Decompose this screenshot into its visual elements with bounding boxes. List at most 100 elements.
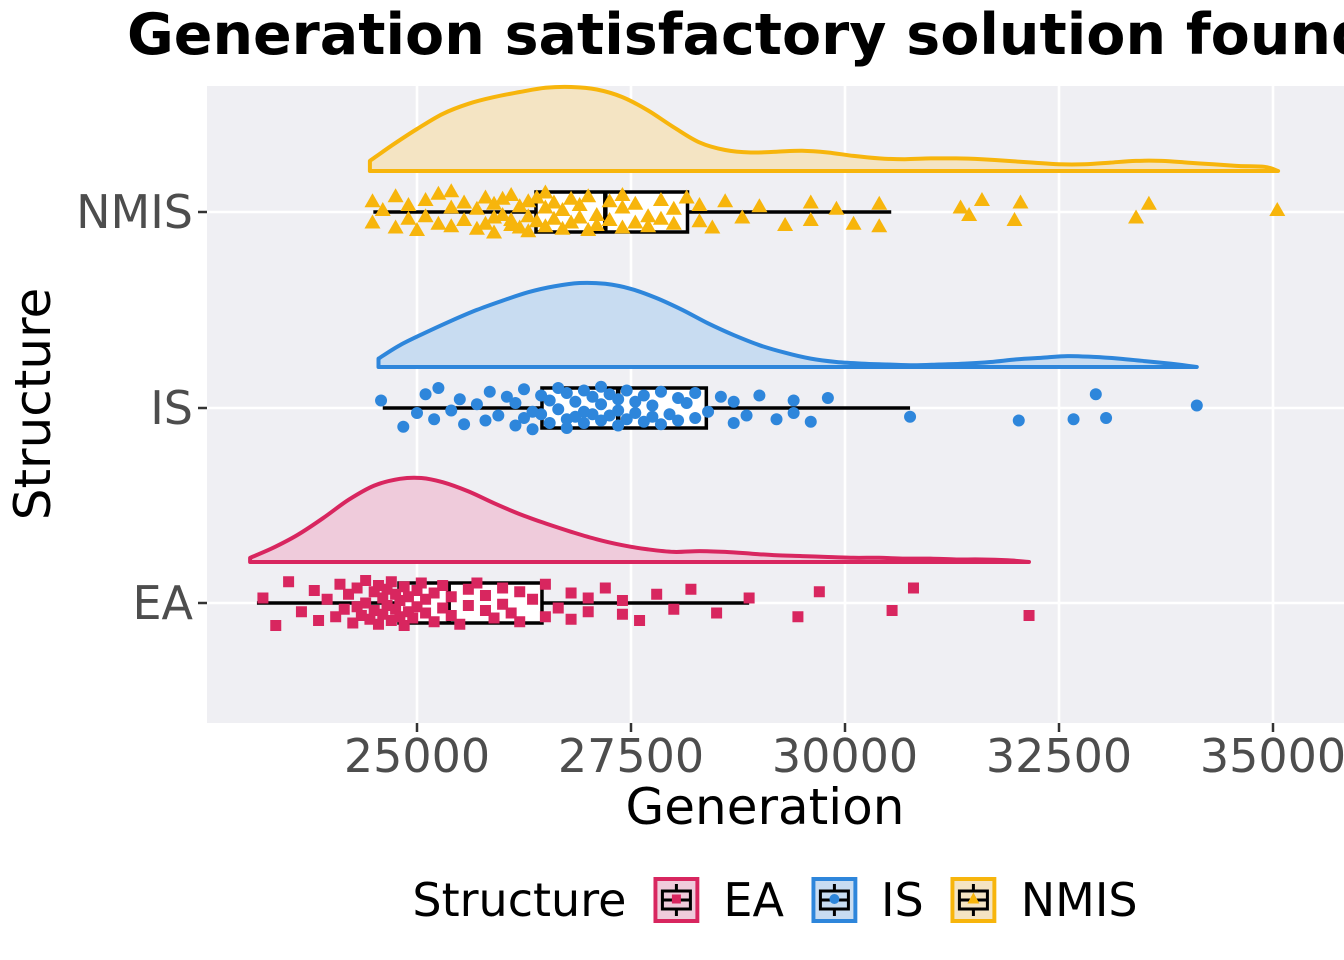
point-circle (612, 393, 625, 406)
point-circle (727, 395, 740, 408)
legend-item-EA: EA (653, 873, 784, 927)
x-tick-label-25000: 25000 (343, 729, 491, 783)
point-circle (552, 403, 565, 416)
point-square (634, 615, 646, 626)
x-tick-label-35000: 35000 (1199, 729, 1344, 783)
point-circle (740, 409, 753, 422)
point-square (411, 585, 423, 596)
point-circle (543, 394, 556, 407)
point-square (381, 583, 393, 595)
point-triangle (973, 192, 990, 206)
legend-key-NMIS-boxplot-icon (950, 877, 997, 923)
point-circle (470, 398, 483, 411)
point-square (565, 587, 577, 599)
point-circle (821, 392, 834, 404)
point-triangle (430, 185, 447, 200)
legend-label-NMIS: NMIS (1020, 873, 1138, 927)
point-circle (1067, 413, 1080, 426)
point-square (651, 588, 663, 600)
point-square (527, 593, 539, 605)
point-triangle (537, 218, 554, 233)
point-square (886, 605, 898, 616)
point-square (411, 601, 423, 613)
point-square (616, 595, 628, 606)
y-axis-title: Structure (4, 287, 62, 521)
point-square (539, 611, 551, 623)
point-circle (770, 413, 783, 426)
legend-title: Structure (412, 873, 627, 927)
legend-items: EA IS NMIS (653, 873, 1138, 927)
point-triangle (652, 210, 669, 225)
point-square (385, 615, 397, 626)
point-triangle (494, 190, 511, 205)
point-triangle (400, 210, 417, 225)
point-circle (804, 415, 817, 428)
point-circle (1012, 414, 1025, 427)
point-circle (753, 389, 766, 402)
series-EA (248, 475, 1035, 631)
point-circle (620, 384, 633, 397)
point-circle (397, 420, 410, 433)
point-circle (620, 413, 633, 426)
point-square (907, 582, 919, 594)
point-square (479, 605, 491, 616)
point-circle (411, 407, 423, 419)
point-circle (904, 410, 917, 423)
point-square (343, 588, 355, 600)
point-triangle (374, 202, 391, 216)
point-square (471, 577, 483, 589)
point-triangle (961, 207, 978, 221)
point-triangle (443, 199, 460, 214)
point-triangle (468, 220, 485, 235)
point-circle (689, 412, 702, 424)
point-triangle (627, 195, 644, 210)
point-circle (509, 397, 522, 409)
point-square (330, 611, 342, 623)
point-square (347, 617, 359, 629)
point-triangle (364, 214, 381, 229)
legend-item-IS: IS (810, 873, 924, 927)
point-square (283, 576, 295, 588)
point-triangle (387, 219, 404, 234)
legend-key-EA-boxplot-icon (653, 877, 700, 923)
point-circle (577, 384, 590, 397)
point-triangle (614, 219, 631, 234)
density-IS (376, 280, 1199, 369)
point-square (616, 608, 628, 620)
point-square (813, 586, 825, 598)
point-square (394, 611, 406, 623)
point-triangle (717, 193, 734, 208)
point-triangle (511, 219, 528, 234)
point-square (582, 592, 594, 604)
point-circle (629, 407, 642, 419)
point-triangle (952, 199, 969, 214)
point-square (552, 602, 564, 614)
point-circle (595, 398, 608, 411)
point-square (488, 612, 500, 624)
point-circle (428, 413, 441, 426)
point-square (381, 600, 393, 611)
point-triangle (520, 193, 537, 208)
point-triangle (691, 213, 708, 228)
point-circle (432, 382, 445, 394)
legend-item-NMIS: NMIS (950, 873, 1138, 927)
point-square (539, 578, 551, 590)
x-tick-label-32500: 32500 (985, 729, 1133, 783)
point-circle (612, 404, 625, 417)
point-square (505, 607, 517, 619)
point-triangle (601, 212, 618, 226)
point-square (514, 586, 526, 598)
point-triangle (1006, 212, 1023, 226)
point-circle (560, 387, 573, 399)
x-tick-label-27500: 27500 (557, 729, 705, 783)
point-circle (702, 405, 715, 418)
point-triangle (1269, 202, 1286, 216)
point-square (402, 606, 414, 618)
point-triangle (734, 209, 751, 224)
point-square (313, 615, 325, 626)
point-triangle (554, 202, 571, 216)
point-square (445, 610, 457, 621)
point-circle (787, 407, 800, 419)
point-square (420, 593, 432, 605)
point-triangle (640, 218, 657, 233)
